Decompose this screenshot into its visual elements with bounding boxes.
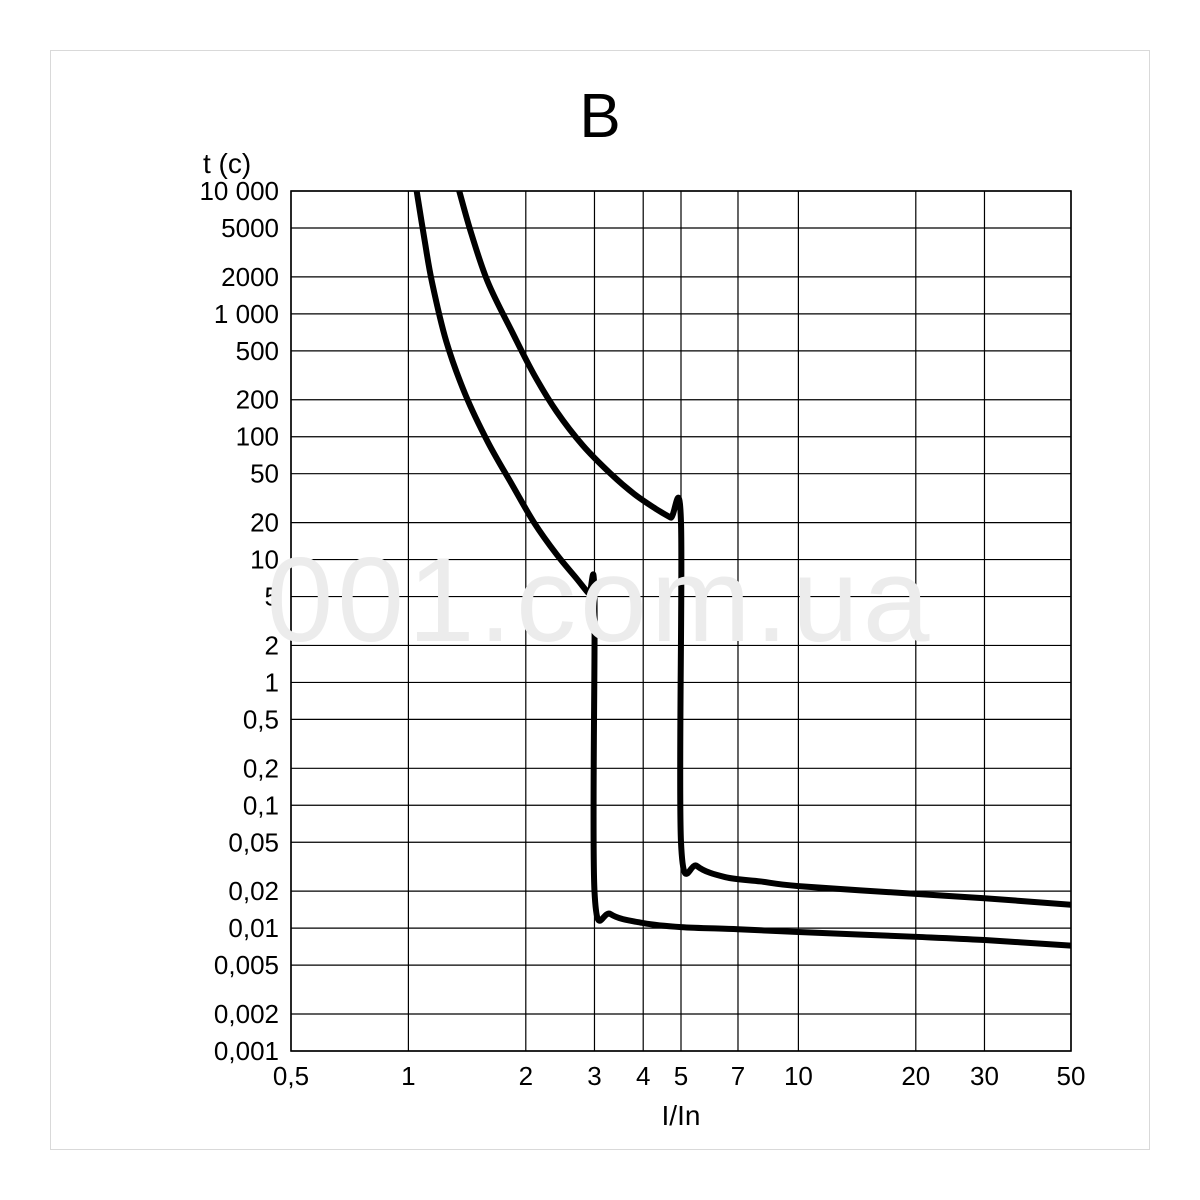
x-tick-label: 3 — [587, 1061, 601, 1091]
y-tick-label: 20 — [250, 508, 279, 538]
x-tick-label: 0,5 — [273, 1061, 309, 1091]
y-tick-label: 2000 — [221, 262, 279, 292]
x-tick-label: 50 — [1057, 1061, 1086, 1091]
y-tick-label: 200 — [236, 385, 279, 415]
chart-title: B — [51, 81, 1149, 152]
image-frame: 001.com.ua B 0,0010,0020,0050,010,020,05… — [50, 50, 1150, 1150]
curves — [417, 191, 1071, 946]
x-tick-label: 2 — [519, 1061, 533, 1091]
x-tick-label: 10 — [784, 1061, 813, 1091]
y-tick-label: 0,005 — [214, 950, 279, 980]
y-tick-label: 0,001 — [214, 1036, 279, 1066]
x-tick-label: 7 — [731, 1061, 745, 1091]
y-tick-label: 2 — [265, 630, 279, 660]
y-tick-label: 0,01 — [228, 913, 279, 943]
y-tick-label: 1 — [265, 667, 279, 697]
y-tick-label: 0,002 — [214, 999, 279, 1029]
y-tick-label: 0,1 — [243, 790, 279, 820]
y-tick-label: 10 — [250, 545, 279, 575]
x-tick-label: 5 — [674, 1061, 688, 1091]
y-tick-label: 0,2 — [243, 753, 279, 783]
x-tick-label: 30 — [970, 1061, 999, 1091]
curve-lower — [417, 191, 1071, 946]
y-tick-label: 0,02 — [228, 876, 279, 906]
y-axis-label: t (c) — [203, 148, 251, 179]
x-tick-label: 4 — [636, 1061, 650, 1091]
y-tick-label: 5000 — [221, 213, 279, 243]
y-tick-label: 100 — [236, 422, 279, 452]
y-tick-labels: 0,001 0,002 0,005 0,01 0,02 0,05 0,1 0,2 0,5 1 2 5 1… — [199, 176, 279, 1066]
trip-curve-chart: 0,001 0,002 0,005 0,01 0,02 0,05 0,1 0,2 0,5 1 2 5 1… — [51, 51, 1151, 1151]
x-tick-labels: 0,5 1 2 3 45 7 10 20 30 50 — [273, 1061, 1086, 1091]
x-axis-label: I/In — [662, 1100, 701, 1131]
y-tick-label: 10 000 — [199, 176, 279, 206]
y-tick-label: 0,5 — [243, 704, 279, 734]
y-tick-label: 1 000 — [214, 299, 279, 329]
y-tick-label: 500 — [236, 336, 279, 366]
x-tick-label: 1 — [401, 1061, 415, 1091]
y-tick-label: 5 — [265, 582, 279, 612]
y-tick-label: 50 — [250, 459, 279, 489]
y-tick-label: 0,05 — [228, 827, 279, 857]
x-tick-label: 20 — [901, 1061, 930, 1091]
